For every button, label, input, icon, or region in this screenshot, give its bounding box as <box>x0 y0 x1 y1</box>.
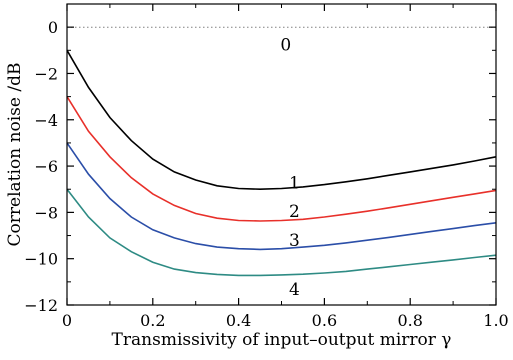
y-tick-label: −10 <box>24 250 58 269</box>
x-tick-label: 0.2 <box>140 311 165 330</box>
x-tick-label: 1.0 <box>483 311 508 330</box>
series-line-4 <box>66 188 497 277</box>
curve-label-1: 1 <box>289 173 300 193</box>
y-tick-label: −12 <box>24 296 58 315</box>
plot-area <box>66 26 497 277</box>
x-tick-label: 0 <box>62 311 72 330</box>
x-tick-label: 0.8 <box>397 311 422 330</box>
curve-label-3: 3 <box>289 231 300 251</box>
curve-label-2: 2 <box>289 202 300 222</box>
y-tick-label: −4 <box>34 111 58 130</box>
y-tick-label: −8 <box>34 203 58 222</box>
x-axis-title: Transmissivity of input–output mirror γ <box>112 330 452 350</box>
axis-ticks: 0 0.2 0.4 0.6 0.8 1.0 0 −2 −4 −6 −8 −10 −12 <box>24 3 509 330</box>
curve-label-0: 0 <box>280 36 291 56</box>
curve-label-4: 4 <box>289 280 300 300</box>
y-tick-label: 0 <box>48 18 58 37</box>
y-axis-title: Correlation noise /dB <box>5 63 25 247</box>
y-tick-label: −2 <box>34 64 58 83</box>
series-line-2 <box>66 96 497 222</box>
curve-labels: 0 1 2 3 4 <box>280 36 299 300</box>
series-line-1 <box>66 49 497 191</box>
y-tick-label: −6 <box>34 157 58 176</box>
x-tick-label: 0.4 <box>226 311 251 330</box>
series-line-3 <box>66 142 497 251</box>
x-tick-label: 0.6 <box>312 311 337 330</box>
